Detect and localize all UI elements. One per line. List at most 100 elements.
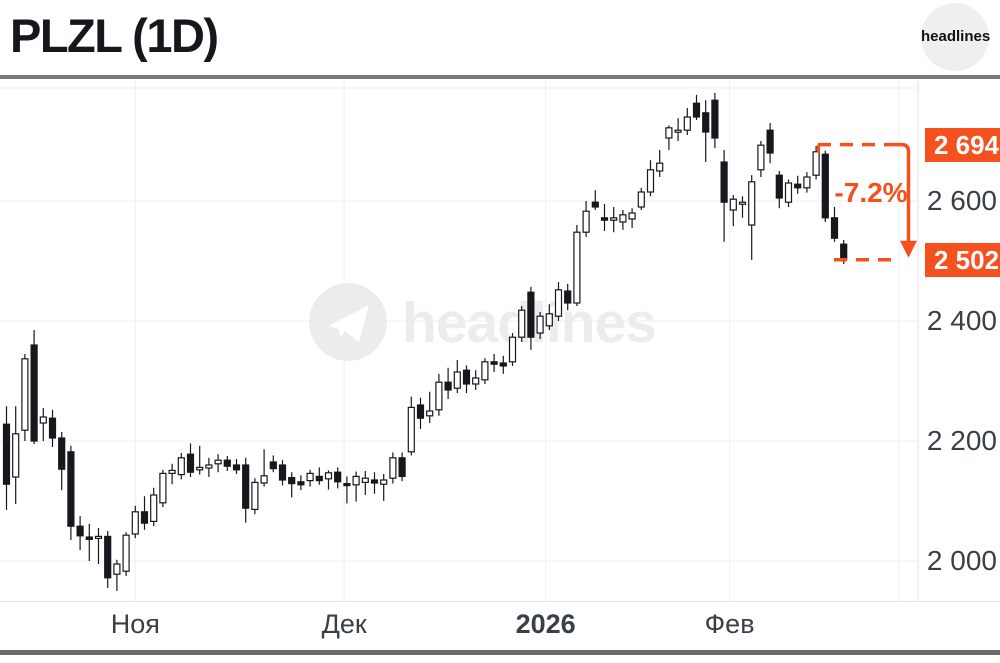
candle xyxy=(278,460,287,486)
arrow-head-icon xyxy=(900,240,917,258)
candle-body-down xyxy=(462,369,471,385)
candle-body-up xyxy=(94,535,103,540)
candle xyxy=(223,456,231,471)
candle-body-up xyxy=(582,210,590,233)
candle xyxy=(67,445,75,540)
percent-change-label: -7.2% xyxy=(834,177,908,208)
candle-body-down xyxy=(67,451,75,527)
candle xyxy=(711,93,719,149)
candle xyxy=(674,118,682,141)
candle-body-up xyxy=(757,144,765,171)
candle-body-up xyxy=(205,464,213,469)
candle-body-up xyxy=(177,457,185,476)
x-tick-label: 2026 xyxy=(515,609,576,639)
candle-body-up xyxy=(251,481,259,510)
candle xyxy=(637,187,645,210)
candle xyxy=(619,210,627,230)
candle xyxy=(58,432,66,491)
candle xyxy=(30,330,38,444)
candle-body-down xyxy=(564,290,572,304)
candle xyxy=(315,467,323,485)
candle xyxy=(591,190,599,210)
x-tick-label: Дек xyxy=(321,609,367,639)
candle-body-up xyxy=(610,217,618,221)
candle-body-up xyxy=(573,231,581,304)
candle xyxy=(2,406,11,510)
candle-body-down xyxy=(830,217,839,239)
candle-body-down xyxy=(30,344,38,442)
candle xyxy=(757,141,765,177)
candle-body-down xyxy=(398,457,406,477)
candle-body-down xyxy=(591,201,599,208)
candle xyxy=(85,523,93,561)
candle-body-down xyxy=(104,535,112,579)
candle xyxy=(508,333,517,366)
candle xyxy=(784,179,793,207)
bottom-divider xyxy=(0,650,1000,655)
candle xyxy=(803,172,811,193)
high-price-value: 2 694 xyxy=(934,129,1000,160)
candle xyxy=(610,207,618,233)
candle-body-down xyxy=(692,102,701,118)
headlines-logo: headlines xyxy=(921,3,990,71)
candle xyxy=(269,455,277,473)
candle-body-down xyxy=(840,243,848,261)
watermark: headlines xyxy=(309,283,657,361)
candle-body-up xyxy=(803,176,811,189)
candle-body-down xyxy=(444,381,452,391)
candle xyxy=(205,457,213,477)
candle-body-up xyxy=(748,181,756,226)
candle xyxy=(564,283,572,311)
candle-body-down xyxy=(76,525,84,537)
candle xyxy=(343,476,351,504)
candle xyxy=(702,100,710,162)
candle-body-down xyxy=(702,112,710,133)
candle xyxy=(554,282,563,321)
candle xyxy=(453,360,461,393)
candle xyxy=(324,470,333,490)
x-tick-label: Ноя xyxy=(110,609,160,639)
candle-body-up xyxy=(352,475,360,486)
candle xyxy=(113,559,121,591)
candle-body-down xyxy=(416,404,425,419)
candle xyxy=(380,474,388,501)
candle-body-down xyxy=(527,291,535,338)
candle xyxy=(600,204,609,231)
title-divider xyxy=(0,75,1000,79)
candle xyxy=(361,471,369,495)
candle xyxy=(297,475,305,491)
candle xyxy=(12,406,20,504)
candle-body-up xyxy=(628,212,636,220)
candle xyxy=(472,370,480,390)
candle xyxy=(481,358,489,384)
candle-body-up xyxy=(122,534,130,572)
candle-body-up xyxy=(536,315,544,334)
candle xyxy=(435,373,443,416)
candle xyxy=(692,94,701,120)
candle xyxy=(398,452,406,482)
candle-body-down xyxy=(334,471,342,483)
candle-body-down xyxy=(766,129,774,154)
candle xyxy=(131,505,139,539)
candle xyxy=(122,532,130,576)
candle xyxy=(352,471,360,502)
low-price-badge: 2 502 xyxy=(925,242,1000,277)
candle xyxy=(794,175,802,194)
candle-body-up xyxy=(656,162,664,172)
candle-body-down xyxy=(794,183,802,189)
y-tick-label: 2 200 xyxy=(926,425,997,456)
candle xyxy=(39,408,47,441)
candle-body-up xyxy=(260,475,268,484)
candle-body-down xyxy=(58,437,66,470)
grid-layer xyxy=(0,80,1000,602)
candle-body-up xyxy=(407,406,415,453)
candle xyxy=(766,123,774,164)
candle-body-down xyxy=(821,153,829,219)
candle-body-down xyxy=(720,161,728,203)
candle-body-down xyxy=(278,464,287,481)
candle xyxy=(242,457,250,523)
candle-body-down xyxy=(140,511,149,524)
y-tick-label: 2 600 xyxy=(926,185,997,216)
candle xyxy=(738,196,747,218)
